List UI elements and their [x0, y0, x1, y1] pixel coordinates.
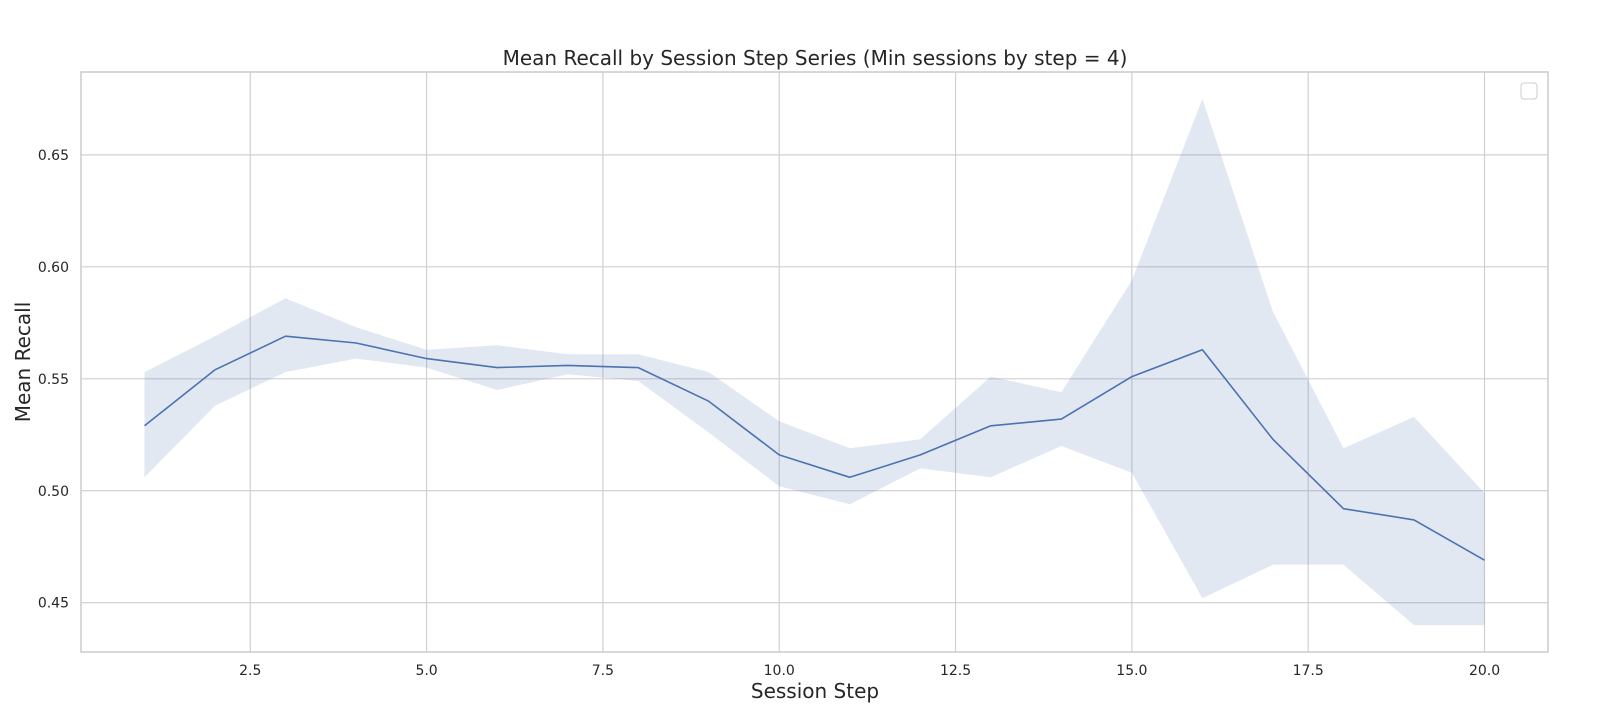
- x-tick-label: 12.5: [940, 663, 971, 679]
- y-axis-label: Mean Recall: [11, 302, 35, 423]
- y-tick-label: 0.45: [38, 596, 69, 612]
- grid: [81, 72, 1548, 652]
- legend-box: [1520, 82, 1538, 100]
- x-tick-label: 20.0: [1469, 663, 1500, 679]
- x-tick-label: 15.0: [1116, 663, 1147, 679]
- x-tick-label: 10.0: [764, 663, 795, 679]
- y-tick-label: 0.50: [38, 484, 69, 500]
- mean-recall-line: [144, 335, 1485, 561]
- y-tick-label: 0.55: [38, 372, 69, 388]
- y-tick-label: 0.65: [38, 148, 69, 164]
- chart-title: Mean Recall by Session Step Series (Min …: [503, 46, 1128, 70]
- confidence-band: [144, 98, 1485, 626]
- x-tick-label: 17.5: [1293, 663, 1324, 679]
- x-tick-label: 5.0: [415, 663, 437, 679]
- plot-frame: [80, 71, 1549, 653]
- series-line-layer: [144, 335, 1485, 561]
- y-axis-ticks: 0.45 0.50 0.55 0.60 0.65: [38, 148, 69, 612]
- x-axis-label: Session Step: [751, 679, 879, 703]
- x-axis-ticks: 2.5 5.0 7.5 10.0 12.5 15.0 17.5 20.0: [239, 663, 1500, 679]
- y-tick-label: 0.60: [38, 260, 69, 276]
- confidence-band-layer: [144, 98, 1485, 626]
- x-tick-label: 2.5: [239, 663, 261, 679]
- x-tick-label: 7.5: [592, 663, 614, 679]
